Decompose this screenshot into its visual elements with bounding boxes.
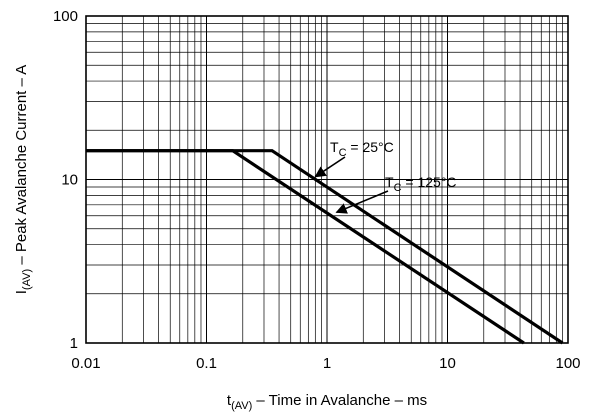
y-axis-label: I(AV) – Peak Avalanche Current – A [13, 65, 33, 294]
chart-grid [86, 16, 568, 343]
annotation-tc-125c-label: TC = 125°C [385, 174, 457, 194]
x-tick-label: 0.01 [71, 355, 100, 372]
y-tick-label: 100 [53, 8, 78, 25]
x-axis-label: t(AV) – Time in Avalanche – ms [227, 392, 427, 412]
annotation-tc-125c-arrow [335, 190, 389, 214]
series-tc-125c-line [86, 149, 525, 345]
annotation-tc-25c-arrow [314, 156, 346, 178]
x-tick-label: 100 [555, 355, 580, 372]
x-tick-label: 0.1 [196, 355, 217, 372]
annotation-tc-25c-label: TC = 25°C [330, 139, 394, 159]
data-series [86, 149, 564, 345]
tick-labels: 0.01 0.1 1 10 100 1 10 100 [53, 8, 581, 372]
y-tick-label: 10 [61, 172, 78, 189]
x-tick-label: 10 [439, 355, 456, 372]
series-annotations: TC = 25°C TC = 125°C [314, 139, 457, 214]
plot-frame [85, 15, 569, 344]
y-tick-label: 1 [70, 335, 78, 352]
x-tick-label: 1 [323, 355, 331, 372]
